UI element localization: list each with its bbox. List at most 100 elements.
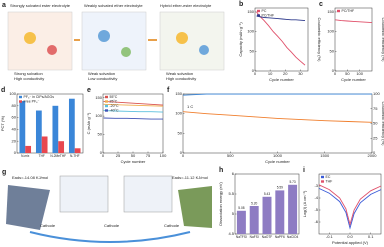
legend-label: 55°C — [110, 95, 118, 99]
title: Weakly solvated ether electrolyte — [84, 3, 143, 8]
legend-swatch — [257, 14, 260, 17]
bar — [52, 105, 59, 153]
y-axis-label: C (mAh g⁻¹) — [86, 112, 91, 134]
y2-tick-label: 0 — [373, 150, 376, 155]
x-tick-label: N-THF — [70, 154, 80, 158]
x-tick-label: 1500 — [320, 153, 330, 158]
annotation: 1 C — [187, 104, 193, 109]
energy: Eads=-14.08 KJ/mol — [12, 175, 48, 180]
value-label: 5.08 — [238, 206, 244, 210]
cathode: Cathode — [104, 223, 120, 228]
y-tick-label: -5 — [314, 207, 318, 212]
x-axis-label: Cycle number — [341, 77, 366, 82]
legend-text: Low conductivity — [88, 76, 117, 81]
legend-swatch — [321, 175, 324, 179]
legend-swatch — [337, 9, 340, 13]
legend-label: PC — [262, 9, 267, 13]
cluster — [176, 32, 188, 44]
panel-label: a — [2, 2, 6, 9]
y-tick-label: 100 — [327, 29, 334, 34]
y-tick-label: 150 — [327, 9, 334, 14]
y2-tick-label: 75 — [373, 106, 378, 111]
x-tick-label: 20 — [283, 71, 288, 76]
value-label: 5.59 — [277, 186, 283, 190]
cluster — [98, 30, 110, 42]
box — [59, 175, 109, 213]
line — [318, 184, 382, 227]
bar — [74, 148, 81, 153]
box — [7, 11, 73, 71]
line — [318, 187, 382, 230]
x-axis-label: Cycle number — [121, 159, 146, 164]
y-tick-label: 150 — [175, 91, 182, 96]
x-tick-label: 0 — [254, 71, 257, 76]
x-tick-label: 50 — [131, 153, 136, 158]
y-tick-label: 4.5 — [228, 231, 234, 236]
cluster — [121, 47, 131, 57]
line — [256, 11, 306, 66]
line — [103, 110, 164, 113]
y-tick-label: -3 — [314, 183, 318, 188]
legend-swatch — [105, 100, 108, 103]
electrode — [178, 186, 212, 228]
y2-axis-label: Coulombic efficiency (%) — [381, 102, 384, 147]
y-tick-label: 100 — [9, 91, 16, 96]
legend-text: High conductivity — [14, 76, 44, 81]
arrow — [29, 231, 191, 243]
y-tick-label: 20 — [12, 138, 17, 143]
panel-label: c — [319, 1, 323, 8]
legend-label: THF — [326, 179, 333, 183]
x-tick-label: THF — [39, 154, 45, 158]
x-tick-label: 2000 — [368, 153, 378, 158]
legend-swatch — [321, 180, 324, 183]
bar — [41, 136, 48, 153]
x-axis-label: Cycle number — [269, 77, 294, 82]
x-tick-label: N-2MeTHF — [50, 154, 66, 158]
line — [183, 111, 373, 123]
legend-swatch — [105, 104, 108, 108]
y-axis-label: PCT (%) — [0, 115, 5, 131]
y-tick-label: 80 — [12, 103, 17, 108]
x-tick-label: NaFSI — [250, 235, 259, 239]
panel-a: a Strongly solvated ester electrolyte We… — [2, 2, 225, 81]
y-tick-label: 0 — [180, 150, 183, 155]
legend-swatch — [19, 100, 22, 103]
bar — [58, 141, 65, 153]
y-tick-label: 40 — [12, 126, 17, 131]
x-tick-label: 30 — [298, 71, 303, 76]
y-axis-label: Dissociation energy (eV) — [218, 182, 223, 226]
panel-label: e — [87, 87, 91, 94]
bar — [275, 190, 285, 234]
y2-axis-label: Coulombic efficiency (%) — [381, 18, 384, 63]
x-tick-label: 50 — [345, 71, 350, 76]
x-axis-label: Cycle number — [265, 159, 290, 164]
legend-label: PC/THF — [262, 13, 275, 17]
bar — [236, 210, 246, 234]
electrode — [6, 185, 50, 230]
bar — [35, 110, 42, 153]
y-tick-label: 50 — [178, 130, 183, 135]
y-tick-label: 150 — [247, 9, 254, 14]
legend-label: 25°C — [110, 99, 118, 103]
x-tick-label: 0 — [334, 71, 337, 76]
x-tick-label: 75 — [146, 153, 151, 158]
cathode: Cathode — [40, 223, 56, 228]
x-tick-label: 0 — [102, 153, 105, 158]
panel-label: b — [239, 1, 243, 8]
bar — [262, 196, 272, 234]
x-tick-label: N-mix — [21, 154, 30, 158]
x-tick-label: NaPF6 — [275, 235, 285, 239]
y-axis-label: Log(I) (A cm⁻²) — [302, 190, 307, 217]
y-tick-label: 60 — [12, 115, 17, 120]
x-tick-label: 100 — [160, 153, 167, 158]
line — [103, 117, 163, 120]
y2-tick-label: 25 — [373, 135, 378, 140]
y-tick-label: 50 — [330, 48, 335, 53]
x-tick-label: -0.1 — [326, 234, 334, 239]
value-label: 5.43 — [264, 192, 270, 196]
line — [335, 19, 373, 24]
y-axis-label: Capacity (mAh g⁻¹) — [238, 22, 243, 57]
y2-axis-label: Coulombic efficiency (%) — [317, 18, 322, 63]
x-tick-label: 500 — [227, 153, 234, 158]
